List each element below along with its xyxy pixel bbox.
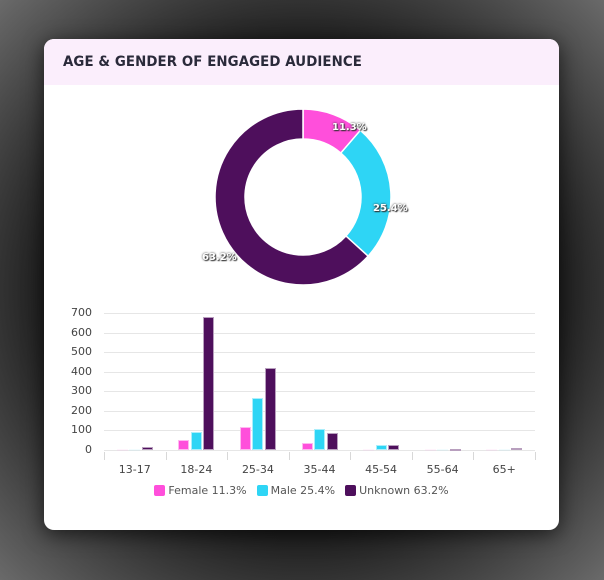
- card-title: AGE & GENDER OF ENGAGED AUDIENCE: [63, 54, 362, 70]
- bar-female-35-44[interactable]: [301, 443, 313, 450]
- bar-female-13-17[interactable]: [116, 449, 128, 451]
- donut-svg: [214, 108, 392, 286]
- x-tick-mark: [288, 452, 290, 460]
- x-tick-label: 45-54: [365, 463, 398, 476]
- bar-female-45-54[interactable]: [363, 449, 375, 451]
- gridline: [104, 352, 535, 354]
- legend-item-female[interactable]: Female 11.3%: [154, 484, 247, 497]
- y-tick-label: 0: [85, 443, 92, 456]
- legend-item-unknown[interactable]: Unknown 63.2%: [345, 484, 449, 497]
- bar-unknown-35-44[interactable]: [326, 433, 338, 450]
- donut-slice-unknown[interactable]: [214, 108, 370, 286]
- x-tick-label: 35-44: [303, 463, 336, 476]
- chart-legend: Female 11.3% Male 25.4% Unknown 63.2%: [44, 484, 559, 497]
- legend-label-female: Female 11.3%: [168, 484, 247, 497]
- y-tick-label: 600: [71, 325, 92, 339]
- bar-female-55-64[interactable]: [424, 449, 436, 451]
- gridline: [104, 410, 535, 412]
- unknown-swatch-icon: [345, 485, 357, 496]
- x-tick-label: 55-64: [426, 463, 459, 476]
- gridline: [104, 332, 535, 334]
- bar-female-25-34[interactable]: [239, 426, 251, 450]
- legend-item-male[interactable]: Male 25.4%: [256, 484, 336, 497]
- y-tick-label: 400: [71, 364, 92, 378]
- bar-chart: 700 600 500 400 300 200 100 0 13-17 18-24 25-34 35-…: [44, 289, 559, 489]
- x-tick-label: 65+: [492, 463, 516, 476]
- bar-male-65+[interactable]: [498, 449, 510, 451]
- male-swatch-icon: [256, 485, 268, 496]
- x-tick-label: 25-34: [241, 463, 274, 476]
- x-tick-mark: [165, 452, 167, 460]
- donut-label-unknown: 63.2%: [202, 252, 237, 263]
- bar-male-25-34[interactable]: [252, 398, 264, 450]
- y-tick-label: 200: [71, 403, 92, 417]
- x-tick-mark: [411, 452, 413, 460]
- bar-unknown-45-54[interactable]: [388, 445, 400, 450]
- y-tick-label: 500: [71, 345, 92, 359]
- x-tick-label: 13-17: [118, 463, 151, 476]
- legend-label-male: Male 25.4%: [270, 484, 336, 497]
- bar-male-45-54[interactable]: [375, 445, 387, 450]
- donut-chart: 11.3% 25.4% 63.2%: [202, 108, 408, 286]
- bar-female-65+[interactable]: [486, 449, 498, 451]
- x-tick-mark: [473, 452, 475, 460]
- gridline: [104, 371, 535, 373]
- legend-label-unknown: Unknown 63.2%: [359, 484, 449, 497]
- bar-unknown-18-24[interactable]: [203, 316, 215, 450]
- y-tick-label: 300: [71, 384, 92, 398]
- donut-label-female: 11.3%: [332, 122, 367, 133]
- y-tick-label: 100: [71, 423, 92, 437]
- card-header: AGE & GENDER OF ENGAGED AUDIENCE: [44, 39, 559, 85]
- gridline: [104, 313, 535, 314]
- x-tick-mark: [227, 452, 229, 460]
- bar-unknown-25-34[interactable]: [264, 367, 276, 450]
- female-swatch-icon: [154, 485, 166, 496]
- donut-label-male: 25.4%: [373, 203, 408, 214]
- x-tick-mark: [104, 452, 105, 460]
- gridline: [104, 391, 535, 393]
- gridline: [104, 450, 535, 451]
- bar-unknown-55-64[interactable]: [449, 449, 461, 451]
- x-tick-mark: [535, 452, 536, 460]
- bar-female-18-24[interactable]: [178, 440, 190, 450]
- bar-unknown-65+[interactable]: [511, 448, 523, 451]
- bar-male-55-64[interactable]: [437, 449, 449, 451]
- bar-male-13-17[interactable]: [129, 449, 141, 451]
- bar-male-35-44[interactable]: [314, 429, 325, 450]
- y-tick-label: 700: [71, 306, 92, 319]
- x-tick-mark: [350, 452, 352, 460]
- audience-card: AGE & GENDER OF ENGAGED AUDIENCE 11.3% 2…: [44, 39, 559, 530]
- x-tick-label: 18-24: [180, 463, 213, 476]
- bar-male-18-24[interactable]: [190, 432, 202, 450]
- bar-unknown-13-17[interactable]: [141, 447, 153, 450]
